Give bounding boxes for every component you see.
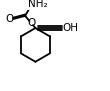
Text: OH: OH [62,23,78,33]
Text: NH₂: NH₂ [28,0,47,9]
Text: O: O [27,18,36,27]
Text: O: O [6,14,14,24]
